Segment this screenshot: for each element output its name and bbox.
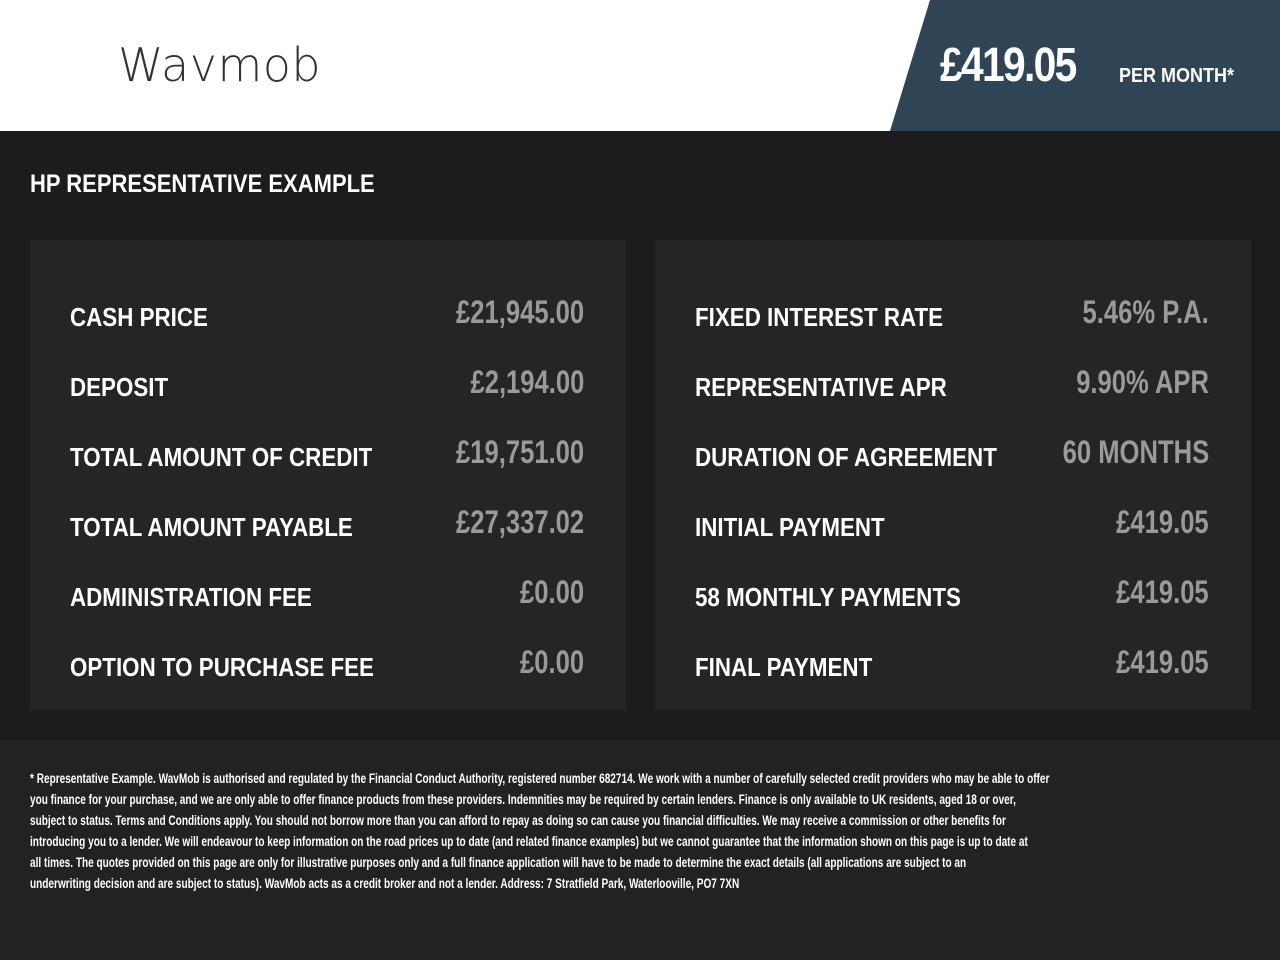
finance-row: INITIAL PAYMENT £419.05 (695, 502, 1209, 542)
disclaimer: * Representative Example. WavMob is auth… (0, 740, 1280, 960)
disclaimer-line: all times. The quotes provided on this p… (30, 855, 967, 870)
finance-row: CASH PRICE £21,945.00 (70, 292, 584, 332)
finance-row: DEPOSIT £2,194.00 (70, 362, 584, 402)
finance-label: FINAL PAYMENT (695, 652, 873, 682)
finance-row: TOTAL AMOUNT OF CREDIT £19,751.00 (70, 432, 584, 472)
finance-value: £419.05 (1116, 644, 1209, 680)
finance-row: FIXED INTEREST RATE 5.46% P.A. (695, 292, 1209, 332)
logo[interactable]: Wavmob (118, 38, 322, 92)
finance-label: ADMINISTRATION FEE (70, 582, 312, 612)
monthly-price-banner: £419.05 PER MONTH* (890, 0, 1280, 131)
finance-value: 9.90% APR (1076, 364, 1209, 400)
finance-value: 60 MONTHS (1062, 434, 1209, 470)
finance-value: £19,751.00 (455, 434, 584, 470)
finance-value: £419.05 (1116, 504, 1209, 540)
finance-row: ADMINISTRATION FEE £0.00 (70, 572, 584, 612)
finance-label: TOTAL AMOUNT OF CREDIT (70, 442, 373, 472)
finance-label: INITIAL PAYMENT (695, 512, 885, 542)
finance-row: OPTION TO PURCHASE FEE £0.00 (70, 642, 584, 682)
disclaimer-line: subject to status. Terms and Conditions … (30, 813, 1006, 828)
finance-label: REPRESENTATIVE APR (695, 372, 947, 402)
finance-label: CASH PRICE (70, 302, 208, 332)
finance-panel-right: FIXED INTEREST RATE 5.46% P.A. REPRESENTAT… (655, 240, 1251, 710)
finance-value: £0.00 (519, 574, 584, 610)
finance-row: REPRESENTATIVE APR 9.90% APR (695, 362, 1209, 402)
disclaimer-line: introducing you to a lender. We will end… (30, 834, 1028, 849)
finance-label: 58 MONTHLY PAYMENTS (695, 582, 961, 612)
finance-value: £21,945.00 (455, 294, 584, 330)
section-title: HP REPRESENTATIVE EXAMPLE (30, 170, 375, 198)
disclaimer-line: you finance for your purchase, and we ar… (30, 792, 1016, 807)
finance-row: 58 MONTHLY PAYMENTS £419.05 (695, 572, 1209, 612)
finance-panel-left: CASH PRICE £21,945.00 DEPOSIT £2,194.00 TOTA… (30, 240, 626, 710)
monthly-price: £419.05 (940, 39, 1077, 92)
finance-label: FIXED INTEREST RATE (695, 302, 944, 332)
finance-value: £419.05 (1116, 574, 1209, 610)
finance-label: DEPOSIT (70, 372, 169, 402)
header: Wavmob £419.05 PER MONTH* (0, 0, 1280, 131)
finance-value: £27,337.02 (455, 504, 584, 540)
finance-row: FINAL PAYMENT £419.05 (695, 642, 1209, 682)
finance-value: £2,194.00 (470, 364, 584, 400)
finance-label: OPTION TO PURCHASE FEE (70, 652, 374, 682)
finance-row: DURATION OF AGREEMENT 60 MONTHS (695, 432, 1209, 472)
disclaimer-line: * Representative Example. WavMob is auth… (30, 771, 1050, 786)
finance-value: 5.46% P.A. (1082, 294, 1209, 330)
per-month-label: PER MONTH* (1119, 65, 1235, 87)
finance-row: TOTAL AMOUNT PAYABLE £27,337.02 (70, 502, 584, 542)
disclaimer-line: underwriting decision and are subject to… (30, 876, 740, 891)
finance-value: £0.00 (519, 644, 584, 680)
finance-label: TOTAL AMOUNT PAYABLE (70, 512, 353, 542)
finance-label: DURATION OF AGREEMENT (695, 442, 997, 472)
